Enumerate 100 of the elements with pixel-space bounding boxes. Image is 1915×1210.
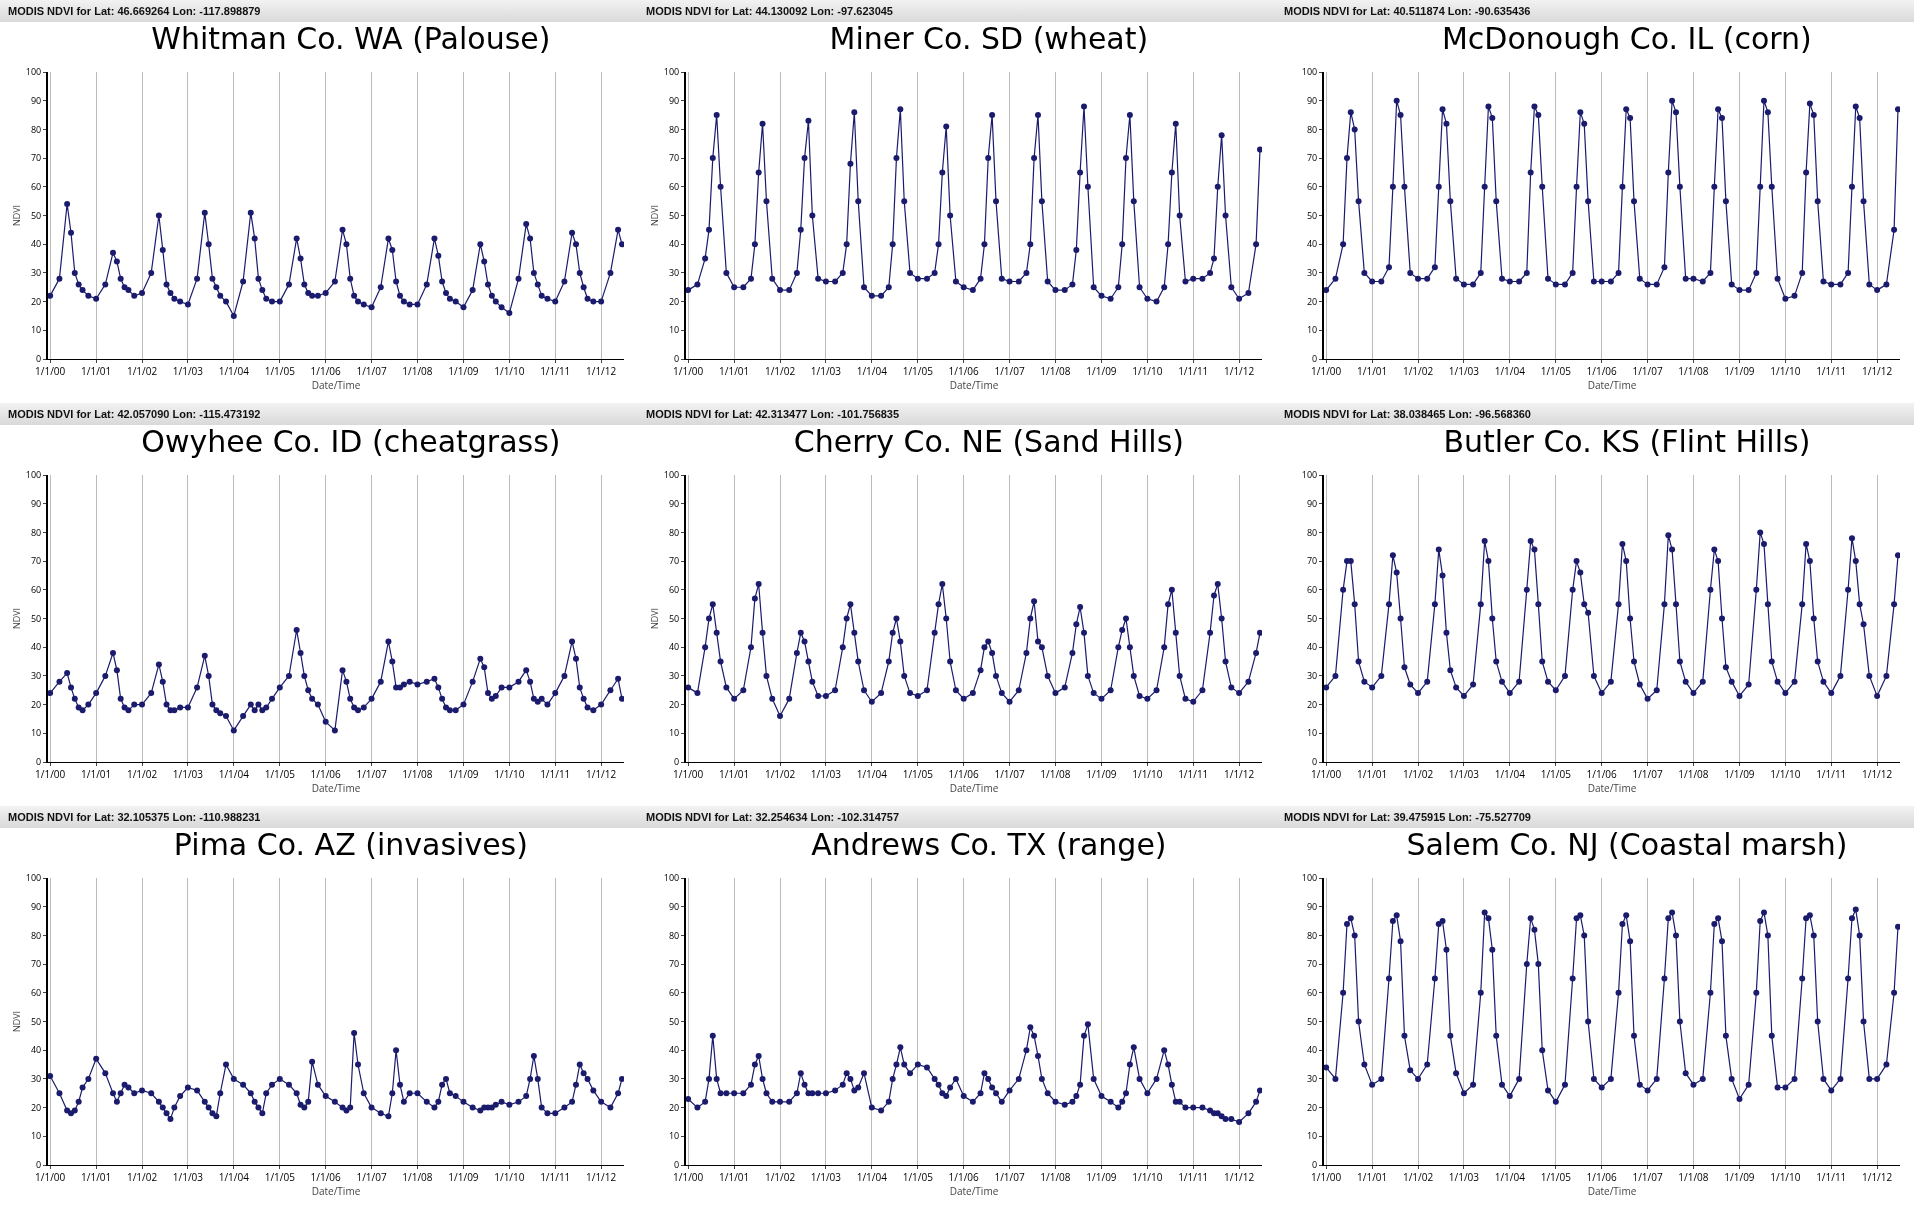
x-tick-label: 1/1/00 bbox=[673, 767, 704, 781]
y-tick-label: 40 bbox=[30, 640, 42, 654]
y-tick-label: 80 bbox=[1306, 122, 1318, 136]
x-tick-label: 1/1/10 bbox=[494, 364, 525, 378]
chart-subtitle: MODIS NDVI for Lat: 32.254634 Lon: -102.314757 bbox=[638, 806, 1276, 828]
x-tick-label: 1/1/03 bbox=[172, 767, 204, 781]
y-tick-label: 10 bbox=[668, 323, 680, 337]
x-tick-label: 1/1/08 bbox=[402, 1170, 433, 1184]
x-tick-label: 1/1/10 bbox=[1132, 364, 1163, 378]
x-tick-label: 1/1/12 bbox=[1862, 767, 1893, 781]
y-tick-label: 90 bbox=[668, 899, 680, 913]
x-tick-label: 1/1/00 bbox=[1311, 1170, 1342, 1184]
y-tick-label: 50 bbox=[1306, 208, 1318, 222]
x-tick-label: 1/1/04 bbox=[856, 767, 888, 781]
chart-title: Owyhee Co. ID (cheatgrass) bbox=[141, 423, 561, 459]
x-tick-label: 1/1/09 bbox=[448, 1170, 479, 1184]
x-tick-label: 1/1/08 bbox=[1678, 364, 1709, 378]
y-tick-label: 40 bbox=[668, 640, 680, 654]
x-axis-title: Date/Time bbox=[1587, 1184, 1637, 1198]
x-tick-label: 1/1/01 bbox=[81, 1170, 112, 1184]
y-tick-label: 0 bbox=[1312, 755, 1318, 769]
chart-subtitle: MODIS NDVI for Lat: 44.130092 Lon: -97.623045 bbox=[638, 0, 1276, 22]
x-axis-title: Date/Time bbox=[949, 781, 999, 795]
x-tick-label: 1/1/02 bbox=[764, 767, 796, 781]
y-tick-label: 70 bbox=[30, 957, 42, 971]
chart-title: Cherry Co. NE (Sand Hills) bbox=[793, 423, 1185, 459]
x-tick-label: 1/1/04 bbox=[1494, 1170, 1526, 1184]
y-tick-label: 60 bbox=[1306, 179, 1318, 193]
x-tick-label: 1/1/05 bbox=[1540, 1170, 1572, 1184]
x-tick-label: 1/1/08 bbox=[1678, 1170, 1709, 1184]
y-tick-label: 30 bbox=[1306, 266, 1318, 280]
x-tick-label: 1/1/11 bbox=[540, 767, 571, 781]
y-axis-title: NDVI bbox=[647, 607, 661, 630]
y-tick-label: 60 bbox=[1306, 582, 1318, 596]
y-tick-label: 40 bbox=[1306, 237, 1318, 251]
y-tick-label: 20 bbox=[668, 294, 680, 308]
x-tick-label: 1/1/01 bbox=[81, 767, 112, 781]
x-tick-label: 1/1/02 bbox=[1402, 767, 1434, 781]
y-tick-label: 90 bbox=[30, 899, 42, 913]
chart-subtitle: MODIS NDVI for Lat: 38.038465 Lon: -96.568360 bbox=[1276, 403, 1914, 425]
y-tick-label: 90 bbox=[1306, 93, 1318, 107]
x-tick-label: 1/1/03 bbox=[810, 1170, 842, 1184]
y-tick-label: 60 bbox=[668, 985, 680, 999]
x-axis-title: Date/Time bbox=[949, 378, 999, 392]
x-tick-label: 1/1/02 bbox=[126, 1170, 158, 1184]
y-tick-label: 40 bbox=[30, 237, 42, 251]
y-tick-label: 10 bbox=[1306, 323, 1318, 337]
y-tick-label: 10 bbox=[1306, 1129, 1318, 1143]
y-tick-label: 10 bbox=[30, 323, 42, 337]
x-tick-label: 1/1/11 bbox=[1816, 1170, 1847, 1184]
y-tick-label: 90 bbox=[668, 93, 680, 107]
x-tick-label: 1/1/11 bbox=[1178, 364, 1209, 378]
x-tick-label: 1/1/06 bbox=[310, 767, 342, 781]
y-tick-label: 40 bbox=[668, 237, 680, 251]
y-tick-label: 50 bbox=[668, 208, 680, 222]
y-tick-label: 30 bbox=[30, 1072, 42, 1086]
y-tick-label: 0 bbox=[674, 352, 680, 366]
x-tick-label: 1/1/07 bbox=[1632, 1170, 1663, 1184]
x-tick-label: 1/1/05 bbox=[902, 1170, 934, 1184]
y-tick-label: 70 bbox=[30, 554, 42, 568]
x-tick-label: 1/1/12 bbox=[1224, 1170, 1255, 1184]
y-tick-label: 50 bbox=[30, 1014, 42, 1028]
x-tick-label: 1/1/08 bbox=[1678, 767, 1709, 781]
y-tick-label: 90 bbox=[30, 93, 42, 107]
x-tick-label: 1/1/12 bbox=[586, 1170, 617, 1184]
x-tick-label: 1/1/04 bbox=[218, 1170, 250, 1184]
x-tick-label: 1/1/04 bbox=[218, 364, 250, 378]
y-tick-label: 0 bbox=[674, 755, 680, 769]
y-tick-label: 0 bbox=[36, 755, 42, 769]
x-tick-label: 1/1/11 bbox=[1178, 1170, 1209, 1184]
chart-title: Pima Co. AZ (invasives) bbox=[173, 826, 528, 862]
x-tick-label: 1/1/11 bbox=[1816, 364, 1847, 378]
x-tick-label: 1/1/10 bbox=[1770, 1170, 1801, 1184]
x-tick-label: 1/1/10 bbox=[1132, 767, 1163, 781]
y-tick-label: 80 bbox=[668, 122, 680, 136]
y-tick-label: 0 bbox=[36, 1158, 42, 1172]
y-tick-label: 50 bbox=[30, 611, 42, 625]
chart-title: Whitman Co. WA (Palouse) bbox=[151, 20, 551, 56]
x-tick-label: 1/1/05 bbox=[1540, 767, 1572, 781]
y-tick-label: 30 bbox=[1306, 1072, 1318, 1086]
y-tick-label: 30 bbox=[30, 266, 42, 280]
x-tick-label: 1/1/00 bbox=[1311, 364, 1342, 378]
y-tick-label: 70 bbox=[1306, 554, 1318, 568]
chart-subtitle: MODIS NDVI for Lat: 46.669264 Lon: -117.898879 bbox=[0, 0, 638, 22]
x-tick-label: 1/1/07 bbox=[1632, 767, 1663, 781]
y-tick-label: 40 bbox=[668, 1043, 680, 1057]
y-tick-label: 20 bbox=[668, 697, 680, 711]
x-tick-label: 1/1/02 bbox=[126, 364, 158, 378]
x-tick-label: 1/1/07 bbox=[356, 767, 387, 781]
y-tick-label: 40 bbox=[1306, 1043, 1318, 1057]
y-tick-label: 80 bbox=[668, 928, 680, 942]
x-tick-label: 1/1/08 bbox=[402, 767, 433, 781]
x-tick-label: 1/1/09 bbox=[448, 364, 479, 378]
y-axis-title: NDVI bbox=[647, 204, 661, 227]
chart-subtitle: MODIS NDVI for Lat: 42.057090 Lon: -115.473192 bbox=[0, 403, 638, 425]
y-tick-label: 100 bbox=[663, 468, 680, 482]
x-tick-label: 1/1/08 bbox=[1040, 1170, 1071, 1184]
y-tick-label: 0 bbox=[674, 1158, 680, 1172]
x-tick-label: 1/1/03 bbox=[1448, 1170, 1480, 1184]
y-tick-label: 90 bbox=[1306, 496, 1318, 510]
